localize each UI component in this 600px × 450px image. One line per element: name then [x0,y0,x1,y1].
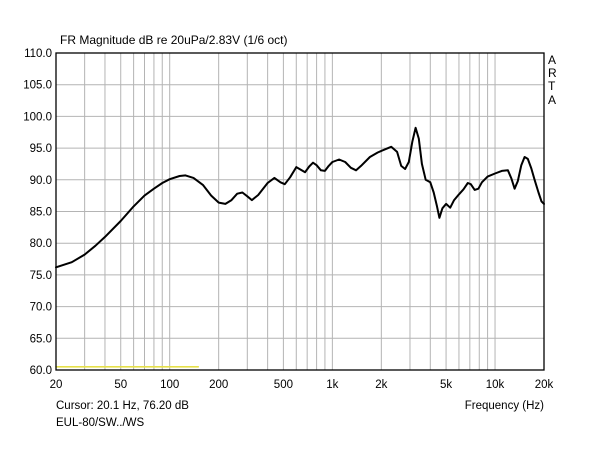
y-tick-label: 60.0 [30,365,52,377]
y-tick-label: 90.0 [30,175,52,187]
y-tick-label: 75.0 [30,270,52,282]
x-tick-label: 2k [375,379,387,391]
x-tick-label: 1k [326,379,338,391]
x-tick-label: 20 [50,379,63,391]
y-tick-label: 110.0 [24,48,52,60]
y-tick-label: 85.0 [30,207,52,219]
x-tick-label: 5k [440,379,452,391]
x-tick-label: 500 [274,379,293,391]
x-tick-label: 200 [209,379,228,391]
brand-letter: A [548,53,556,67]
y-tick-label: 65.0 [30,333,52,345]
y-tick-label: 70.0 [30,302,52,314]
chart-title: FR Magnitude dB re 20uPa/2.83V (1/6 oct) [60,33,287,47]
cursor-readout: Cursor: 20.1 Hz, 76.20 dB [56,400,189,412]
brand-letter: R [548,66,557,80]
y-axis-tick-labels: 60.0 65.0 70.0 75.0 80.0 85.0 90.0 95.0 100.0 105… [23,48,52,377]
brand-letter: A [548,93,556,107]
y-tick-label: 105.0 [23,80,52,92]
brand-letter: T [548,79,556,93]
y-tick-label: 100.0 [23,111,52,123]
plot-frame [55,52,545,371]
x-tick-label: 20k [535,379,554,391]
y-tick-label: 95.0 [30,143,52,155]
x-axis-label: Frequency (Hz) [465,400,544,412]
x-tick-label: 100 [160,379,179,391]
x-tick-label: 10k [486,379,505,391]
y-tick-label: 80.0 [30,238,52,250]
plot-series [55,126,545,368]
arta-brand-label: A R T A [548,53,557,107]
frequency-response-line [55,126,545,269]
grid [56,53,544,370]
x-axis-tick-labels: 20 50 100 200 500 1k 2k 5k 10k 20k [50,379,554,391]
measurement-name: EUL-80/SW../WS [56,417,145,429]
x-tick-label: 50 [114,379,127,391]
